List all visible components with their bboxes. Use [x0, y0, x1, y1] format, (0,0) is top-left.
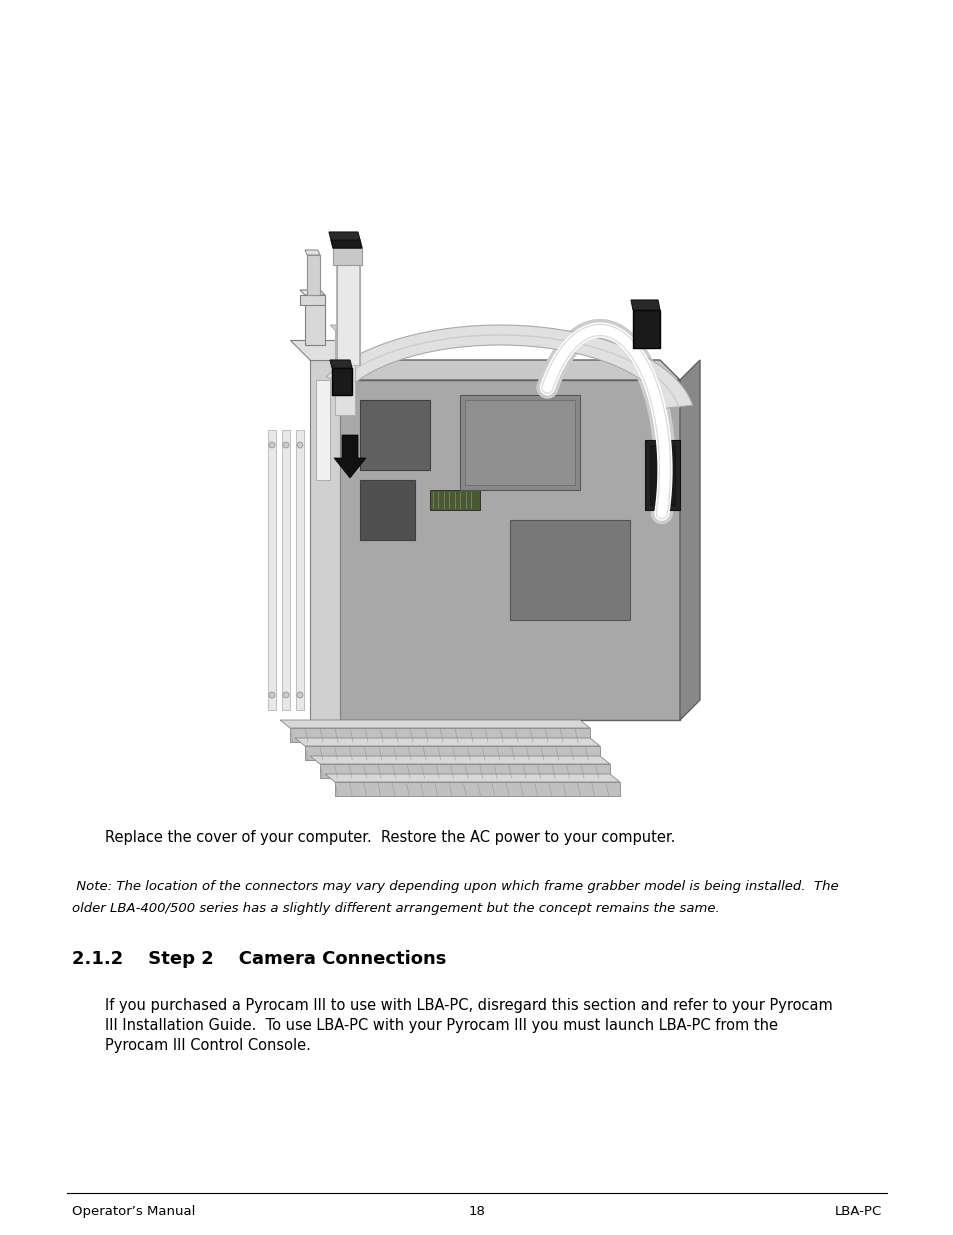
Polygon shape — [268, 430, 275, 710]
Polygon shape — [359, 480, 415, 540]
Circle shape — [296, 442, 303, 448]
Text: Note: The location of the connectors may vary depending upon which frame grabber: Note: The location of the connectors may… — [71, 881, 838, 893]
Polygon shape — [334, 435, 366, 478]
Polygon shape — [295, 430, 304, 710]
Text: If you purchased a Pyrocam III to use with LBA-PC, disregard this section and re: If you purchased a Pyrocam III to use wi… — [105, 998, 832, 1013]
Text: III Installation Guide.  To use LBA-PC with your Pyrocam III you must launch LBA: III Installation Guide. To use LBA-PC wi… — [105, 1018, 778, 1032]
Polygon shape — [332, 368, 352, 395]
Polygon shape — [326, 325, 692, 409]
Polygon shape — [282, 430, 290, 710]
Polygon shape — [633, 310, 659, 348]
Polygon shape — [307, 254, 319, 295]
Polygon shape — [310, 756, 609, 764]
Polygon shape — [310, 359, 339, 720]
Polygon shape — [294, 739, 599, 746]
Circle shape — [269, 442, 274, 448]
Polygon shape — [325, 774, 619, 782]
Text: Digital Camera Option: Digital Camera Option — [392, 752, 561, 767]
Polygon shape — [331, 240, 361, 248]
Polygon shape — [649, 445, 675, 505]
Text: Pyrocam III Control Console.: Pyrocam III Control Console. — [105, 1037, 311, 1053]
Circle shape — [283, 692, 289, 698]
Polygon shape — [464, 400, 575, 485]
Polygon shape — [510, 520, 629, 620]
Polygon shape — [333, 248, 361, 266]
Polygon shape — [305, 300, 325, 345]
Polygon shape — [359, 400, 430, 471]
Polygon shape — [459, 395, 579, 490]
Polygon shape — [299, 290, 325, 295]
Text: Replace the cover of your computer.  Restore the AC power to your computer.: Replace the cover of your computer. Rest… — [105, 830, 675, 845]
Circle shape — [283, 442, 289, 448]
Polygon shape — [679, 359, 700, 720]
Polygon shape — [335, 782, 619, 797]
Polygon shape — [319, 764, 609, 778]
Polygon shape — [330, 325, 355, 330]
Circle shape — [269, 692, 274, 698]
Polygon shape — [305, 249, 319, 254]
Text: LBA-PC: LBA-PC — [834, 1205, 882, 1218]
Text: older LBA-400/500 series has a slightly different arrangement but the concept re: older LBA-400/500 series has a slightly … — [71, 902, 719, 915]
Polygon shape — [430, 490, 479, 510]
Polygon shape — [330, 359, 352, 368]
Polygon shape — [335, 330, 355, 415]
Text: Figure 4: Figure 4 — [389, 776, 450, 790]
Polygon shape — [305, 746, 599, 760]
Polygon shape — [336, 261, 359, 366]
Text: 18: 18 — [468, 1205, 485, 1218]
Polygon shape — [329, 232, 359, 240]
Polygon shape — [310, 359, 679, 380]
Polygon shape — [290, 727, 589, 742]
Polygon shape — [280, 720, 589, 727]
Polygon shape — [630, 300, 659, 310]
Text: Operator’s Manual: Operator’s Manual — [71, 1205, 195, 1218]
Polygon shape — [315, 380, 330, 480]
Text: 2.1.2    Step 2    Camera Connections: 2.1.2 Step 2 Camera Connections — [71, 950, 446, 968]
Polygon shape — [330, 380, 679, 720]
Polygon shape — [299, 295, 325, 305]
Circle shape — [296, 692, 303, 698]
Polygon shape — [290, 340, 339, 359]
Polygon shape — [644, 440, 679, 510]
